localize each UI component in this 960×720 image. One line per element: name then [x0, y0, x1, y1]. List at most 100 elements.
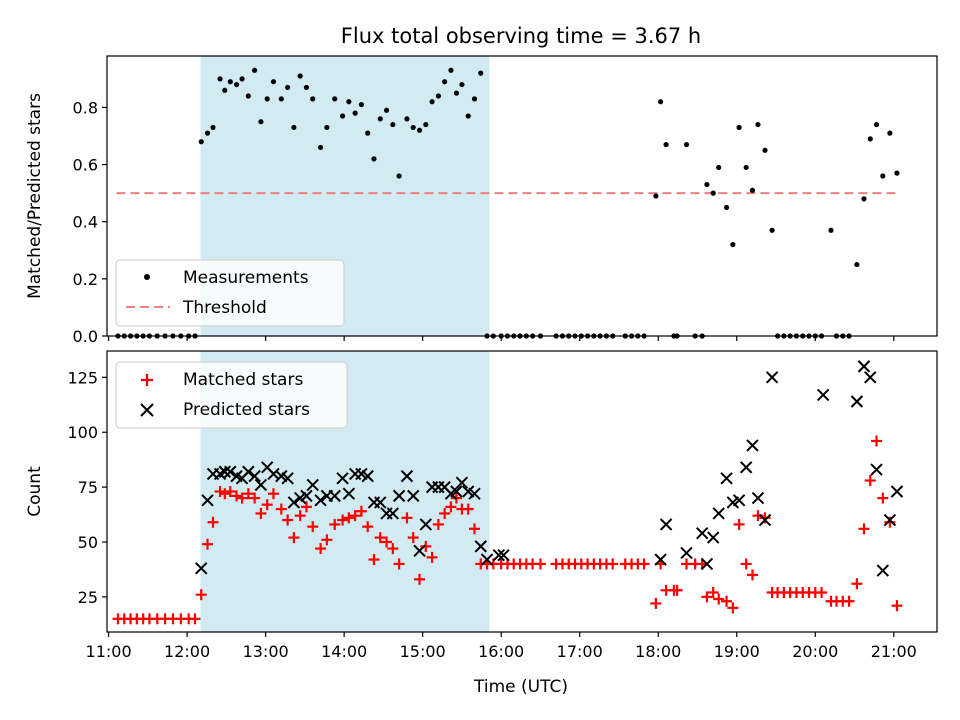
predicted-stars-point: [680, 546, 693, 560]
predicted-stars-point: [254, 478, 268, 492]
predicted-stars-point: [267, 467, 280, 481]
measurement-point: [371, 156, 377, 162]
measurement-point: [390, 121, 396, 128]
ratio-y-tick-label: 0.6: [73, 156, 98, 175]
measurement-point: [264, 96, 270, 102]
predicted-stars-point: [374, 496, 387, 509]
predicted-stars-point: [870, 463, 883, 476]
matched-stars-point: [255, 507, 267, 519]
x-tick-label: 13:00: [243, 642, 289, 661]
measurement-point: [653, 193, 659, 199]
matched-stars-point: [445, 501, 457, 513]
matched-stars-point: [219, 488, 231, 500]
measurement-point: [435, 93, 441, 99]
matched-stars-point: [231, 490, 243, 502]
measurement-point: [442, 79, 448, 85]
ratio-y-tick-label: 0.2: [73, 270, 98, 289]
measurement-point: [861, 196, 867, 202]
measurement-point: [448, 67, 454, 73]
matched-stars-point: [275, 503, 287, 515]
legend-measurements-label: Measurements: [183, 268, 309, 288]
legend-measurements-marker: [144, 274, 150, 280]
predicted-stars-point: [413, 544, 426, 557]
x-tick-label: 18:00: [635, 642, 681, 661]
x-tick-label: 11:00: [86, 642, 132, 661]
ratio-axes-frame: [106, 55, 938, 337]
measurement-point: [210, 124, 216, 131]
measurement-point: [339, 113, 346, 119]
matched-stars-point: [294, 510, 306, 522]
measurement-point: [252, 67, 258, 73]
measurement-point: [324, 124, 330, 131]
matched-stars-point: [432, 518, 444, 530]
x-tick-label: 20:00: [792, 642, 838, 661]
predicted-stars-point: [712, 507, 725, 520]
predicted-stars-point: [700, 557, 714, 571]
measurement-point: [828, 227, 834, 233]
predicted-stars-point: [497, 548, 510, 562]
measurement-point: [762, 147, 768, 153]
predicted-stars-point: [386, 507, 400, 520]
matched-stars-point: [721, 595, 733, 607]
measurement-point: [204, 130, 211, 136]
measurement-point: [222, 87, 228, 93]
measurement-point: [410, 124, 416, 131]
predicted-stars-point: [739, 461, 753, 474]
matched-stars-point: [851, 578, 863, 590]
measurement-point: [198, 139, 204, 145]
ratio-y-axis-label: Matched/Predicted stars: [25, 93, 45, 299]
matched-stars-point: [249, 492, 261, 504]
predicted-stars-point: [816, 388, 830, 402]
measurement-point: [332, 96, 338, 102]
predicted-stars-point: [492, 548, 506, 562]
x-tick-label: 16:00: [478, 642, 524, 661]
matched-stars-point: [374, 532, 386, 544]
predicted-stars-point: [419, 518, 433, 531]
measurement-point: [239, 76, 245, 82]
measurement-point: [217, 76, 223, 82]
matched-stars-point: [343, 512, 355, 524]
matched-stars-point: [607, 558, 619, 570]
predicted-stars-point: [201, 494, 214, 507]
measurement-point: [453, 90, 460, 96]
measurement-point: [657, 99, 664, 105]
legend-matched-label: Matched stars: [183, 370, 303, 390]
measurement-point: [723, 204, 730, 211]
matched-stars-point: [368, 554, 380, 566]
predicted-stars-point: [242, 465, 255, 478]
predicted-stars-point: [195, 562, 208, 575]
legend-predicted-label: Predicted stars: [183, 400, 310, 420]
matched-stars-point: [393, 558, 405, 570]
measurement-point: [894, 170, 900, 176]
matched-stars-point: [650, 597, 662, 609]
legend-predicted-marker: [140, 403, 154, 417]
matched-stars-point: [877, 492, 889, 504]
count-y-tick-label: 100: [67, 423, 98, 442]
measurement-point: [716, 164, 722, 171]
measurement-point: [710, 190, 716, 196]
matched-stars-point: [727, 602, 739, 614]
matched-stars-point: [468, 523, 480, 535]
predicted-stars-point: [746, 439, 759, 452]
measurement-point: [404, 116, 410, 122]
ratio-legend: Measurements Threshold: [115, 259, 345, 327]
measurement-point: [683, 141, 690, 148]
predicted-stars-point: [224, 465, 237, 478]
measurement-point: [358, 101, 365, 108]
measurement-point: [887, 130, 893, 136]
measurement-point: [749, 187, 756, 193]
count-y-tick-label: 125: [67, 368, 98, 387]
count-y-tick-label: 75: [78, 478, 98, 497]
predicted-stars-point: [732, 494, 746, 507]
matched-stars-point: [261, 499, 273, 511]
count-legend-box: [115, 361, 348, 429]
matched-stars-point: [816, 586, 828, 598]
measurement-point: [743, 164, 749, 171]
x-tick-label: 15:00: [400, 642, 446, 661]
measurement-point: [310, 96, 316, 102]
predicted-stars-point: [248, 469, 261, 483]
measurement-point: [478, 70, 484, 76]
predicted-stars-point: [765, 371, 779, 384]
matched-stars-point: [701, 591, 713, 603]
